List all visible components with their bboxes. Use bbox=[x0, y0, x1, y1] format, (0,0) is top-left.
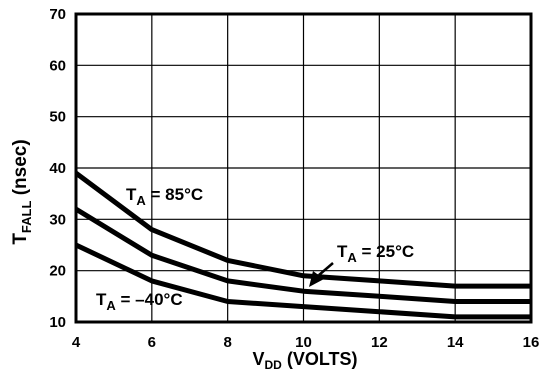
series-line-2 bbox=[74, 242, 531, 320]
y-tick-labels: 10 20 30 40 50 60 70 bbox=[49, 6, 66, 331]
annotation-25c: TA = 25°C bbox=[337, 242, 414, 265]
x-tick-label: 16 bbox=[523, 334, 540, 351]
x-axis-label-sub: DD bbox=[265, 358, 283, 372]
annotation-85c: TA = 85°C bbox=[126, 185, 203, 208]
annotation-leader-line bbox=[318, 262, 334, 276]
y-axis-label-main: T bbox=[10, 233, 31, 245]
annotation-arrow-icon bbox=[309, 271, 324, 287]
y-tick-label: 20 bbox=[49, 263, 66, 280]
x-tick-label: 6 bbox=[148, 334, 156, 351]
series-annotations: TA = 85°C TA = 25°C TA = –40°C bbox=[96, 185, 414, 313]
y-axis-label-sub: FALL bbox=[19, 201, 34, 234]
series-line-0 bbox=[74, 171, 531, 289]
annotation-minus40c: TA = –40°C bbox=[96, 290, 183, 313]
y-tick-label: 50 bbox=[49, 109, 66, 126]
y-tick-label: 70 bbox=[49, 6, 66, 23]
x-axis-label: VDD (VOLTS) bbox=[252, 349, 357, 372]
series-line-1 bbox=[74, 206, 531, 304]
y-tick-label: 60 bbox=[49, 57, 66, 74]
y-tick-label: 30 bbox=[49, 211, 66, 228]
plot-frame bbox=[74, 12, 533, 324]
x-tick-label: 10 bbox=[295, 334, 312, 351]
x-tick-label: 8 bbox=[223, 334, 231, 351]
x-tick-label: 4 bbox=[72, 334, 81, 351]
x-tick-labels: 4 6 8 10 12 14 16 bbox=[72, 334, 540, 351]
x-tick-label: 12 bbox=[371, 334, 388, 351]
x-tick-label: 14 bbox=[447, 334, 464, 351]
x-axis-label-rest: (VOLTS) bbox=[282, 349, 358, 369]
y-tick-label: 10 bbox=[49, 314, 66, 331]
x-axis-label-main: V bbox=[252, 349, 264, 369]
y-axis-label: TFALL (nsec) bbox=[10, 139, 34, 244]
series-lines bbox=[74, 171, 531, 320]
y-tick-label: 40 bbox=[49, 160, 66, 177]
y-axis-label-rest: (nsec) bbox=[10, 139, 31, 200]
